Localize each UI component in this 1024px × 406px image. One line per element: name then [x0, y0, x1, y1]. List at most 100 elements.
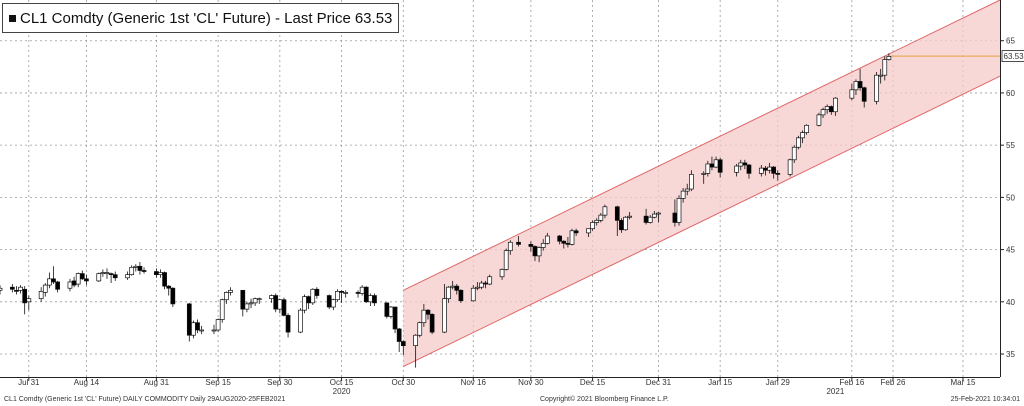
candle-body-up: [335, 291, 340, 301]
candle-body-down: [771, 166, 777, 174]
candle-body-down: [281, 299, 287, 316]
candle: [742, 159, 748, 170]
x-tick-label: Mar 15: [951, 378, 976, 387]
candle: [470, 285, 476, 302]
candle: [627, 211, 632, 220]
candle-body-down: [396, 328, 402, 342]
candle: [96, 272, 102, 282]
candle: [833, 97, 838, 116]
last-price-tag-box: [1001, 50, 1024, 62]
footer-copyright: Copyright© 2021 Bloomberg Finance L.P.: [540, 396, 669, 403]
candle-body-up: [26, 298, 32, 303]
candle-body-up: [820, 109, 826, 116]
candle: [689, 170, 694, 192]
candle-body-up: [479, 282, 484, 288]
y-axis-ticks: 35 40 45 50 55 60 65: [1000, 37, 1015, 359]
y-tick-label: 60: [1006, 89, 1015, 98]
candle-body-up: [252, 298, 258, 304]
candle-body-down: [240, 289, 246, 310]
candle-body-down: [384, 302, 390, 317]
x-tick-label: Jan 29: [766, 378, 791, 387]
candle-body-down: [170, 287, 176, 305]
candle: [104, 268, 110, 279]
candlestick-series: [0, 53, 892, 368]
candle-body-up: [882, 59, 888, 76]
candle: [51, 266, 56, 285]
candle: [215, 318, 221, 333]
candle: [248, 298, 254, 309]
candle-body-up: [705, 163, 711, 174]
last-price-tag-value: 63.53: [1004, 52, 1024, 61]
candle: [42, 283, 48, 297]
candle: [442, 284, 447, 334]
candle-body-down: [355, 292, 361, 294]
candle: [330, 298, 336, 311]
trend-channel-lower-line: [403, 75, 1001, 368]
candle: [623, 216, 628, 231]
candle: [0, 285, 3, 295]
candle: [816, 112, 822, 127]
candle: [256, 297, 262, 304]
candle: [800, 130, 805, 144]
plot-background: [0, 0, 1000, 377]
candle: [475, 281, 480, 291]
candle-body-up: [18, 286, 23, 291]
candle-body-up: [536, 247, 542, 257]
candle: [820, 107, 826, 119]
candle-body-down: [532, 246, 538, 257]
candle: [874, 72, 879, 105]
candle-body-up: [38, 291, 44, 300]
candle-body-up: [211, 329, 217, 332]
x-axis-ticks: Jul 31 Aug 14 Aug 31 Sep 15 Sep 30 Oct 15 Oct …: [18, 377, 976, 396]
candle: [647, 215, 653, 224]
candle-body-up: [302, 296, 307, 311]
candle-body-up: [824, 106, 830, 111]
candle: [384, 302, 390, 319]
candle-body-up: [129, 266, 135, 276]
candle: [14, 286, 19, 295]
candle: [314, 287, 320, 299]
x-tick-label: Aug 31: [144, 378, 170, 387]
candle-body-up: [104, 272, 110, 274]
candle: [516, 236, 521, 247]
candle: [252, 297, 258, 306]
candle-body-up: [446, 286, 451, 300]
candle-body-down: [425, 309, 431, 315]
footer-series-description: CL1 Comdty (Generic 1st 'CL' Future) DAI…: [4, 396, 286, 403]
candle: [499, 268, 505, 280]
candle-body-up: [874, 74, 879, 102]
candle: [701, 171, 707, 184]
x-tick-label: Oct 15: [330, 378, 354, 387]
candle-body-up: [623, 216, 628, 231]
candle: [717, 157, 723, 178]
candle: [9, 284, 15, 293]
candle: [199, 325, 204, 335]
candle-body-up: [701, 173, 707, 175]
candle-body-up: [758, 167, 764, 174]
candle-body-up: [67, 281, 73, 289]
candle: [223, 291, 229, 304]
candle-body-down: [372, 295, 377, 304]
candle: [339, 290, 344, 303]
candle-body-down: [458, 289, 464, 302]
candle-body-up: [75, 273, 81, 285]
candle-body-down: [483, 282, 488, 285]
candle-body-up: [627, 215, 632, 218]
candle-body-up: [569, 230, 575, 245]
candle-body-up: [191, 322, 196, 336]
candle-body-up: [310, 288, 316, 304]
candle-body-up: [499, 269, 505, 278]
candle-body-down: [557, 235, 563, 242]
candle: [487, 274, 493, 286]
y-tick-label: 35: [1006, 350, 1015, 359]
candle-body-down: [528, 244, 534, 247]
candle-body-down: [14, 289, 19, 292]
candle: [446, 286, 451, 303]
candle-body-down: [429, 313, 435, 333]
candle-body-up: [590, 222, 595, 230]
candle: [787, 158, 793, 177]
candle-body-down: [339, 291, 344, 293]
candle-body-down: [672, 212, 678, 223]
candle-body-up: [796, 137, 801, 148]
candle-body-up: [228, 289, 233, 293]
